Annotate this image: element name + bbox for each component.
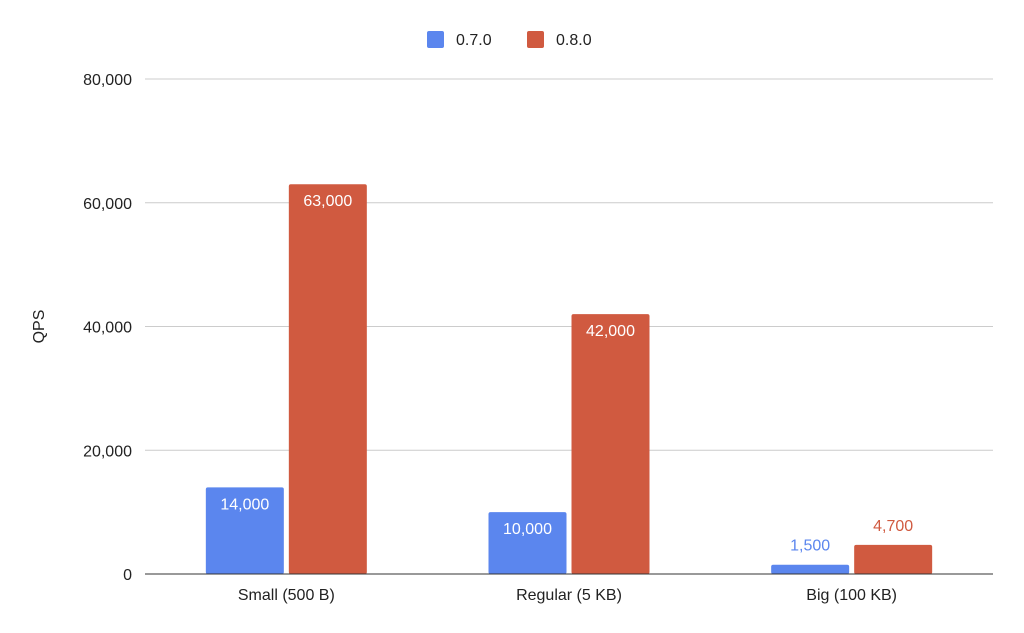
y-tick-label: 60,000 bbox=[83, 196, 132, 213]
data-label: 14,000 bbox=[220, 496, 269, 513]
bar bbox=[571, 314, 650, 574]
bar bbox=[771, 564, 850, 574]
legend: 0.7.0 0.8.0 bbox=[427, 31, 592, 49]
data-label: 10,000 bbox=[503, 521, 552, 538]
data-label: 4,700 bbox=[873, 518, 913, 535]
bar bbox=[205, 487, 284, 574]
y-tick-label: 80,000 bbox=[83, 72, 132, 89]
legend-label: 0.8.0 bbox=[556, 32, 592, 49]
bar bbox=[288, 184, 367, 574]
data-label: 1,500 bbox=[790, 538, 830, 555]
bars bbox=[205, 184, 933, 574]
legend-swatch bbox=[527, 31, 544, 48]
y-tick-label: 20,000 bbox=[83, 443, 132, 460]
y-tick-label: 40,000 bbox=[83, 320, 132, 337]
x-category-label: Small (500 B) bbox=[238, 587, 335, 604]
y-tick-label: 0 bbox=[123, 567, 132, 584]
gridlines bbox=[145, 78, 993, 451]
x-category-label: Regular (5 KB) bbox=[516, 587, 622, 604]
legend-swatch bbox=[427, 31, 444, 48]
x-category-label: Big (100 KB) bbox=[806, 587, 897, 604]
y-axis-label: QPS bbox=[31, 310, 48, 344]
y-axis-ticks: 0 20,000 40,000 60,000 80,000 bbox=[83, 72, 132, 584]
legend-label: 0.7.0 bbox=[456, 32, 492, 49]
data-label: 63,000 bbox=[303, 193, 352, 210]
bar bbox=[488, 512, 567, 574]
x-axis-categories: Small (500 B) Regular (5 KB) Big (100 KB) bbox=[238, 587, 897, 604]
bar bbox=[854, 544, 933, 574]
data-labels: 14,000 63,000 10,000 42,000 1,500 4,700 bbox=[220, 193, 913, 555]
data-label: 42,000 bbox=[586, 323, 635, 340]
